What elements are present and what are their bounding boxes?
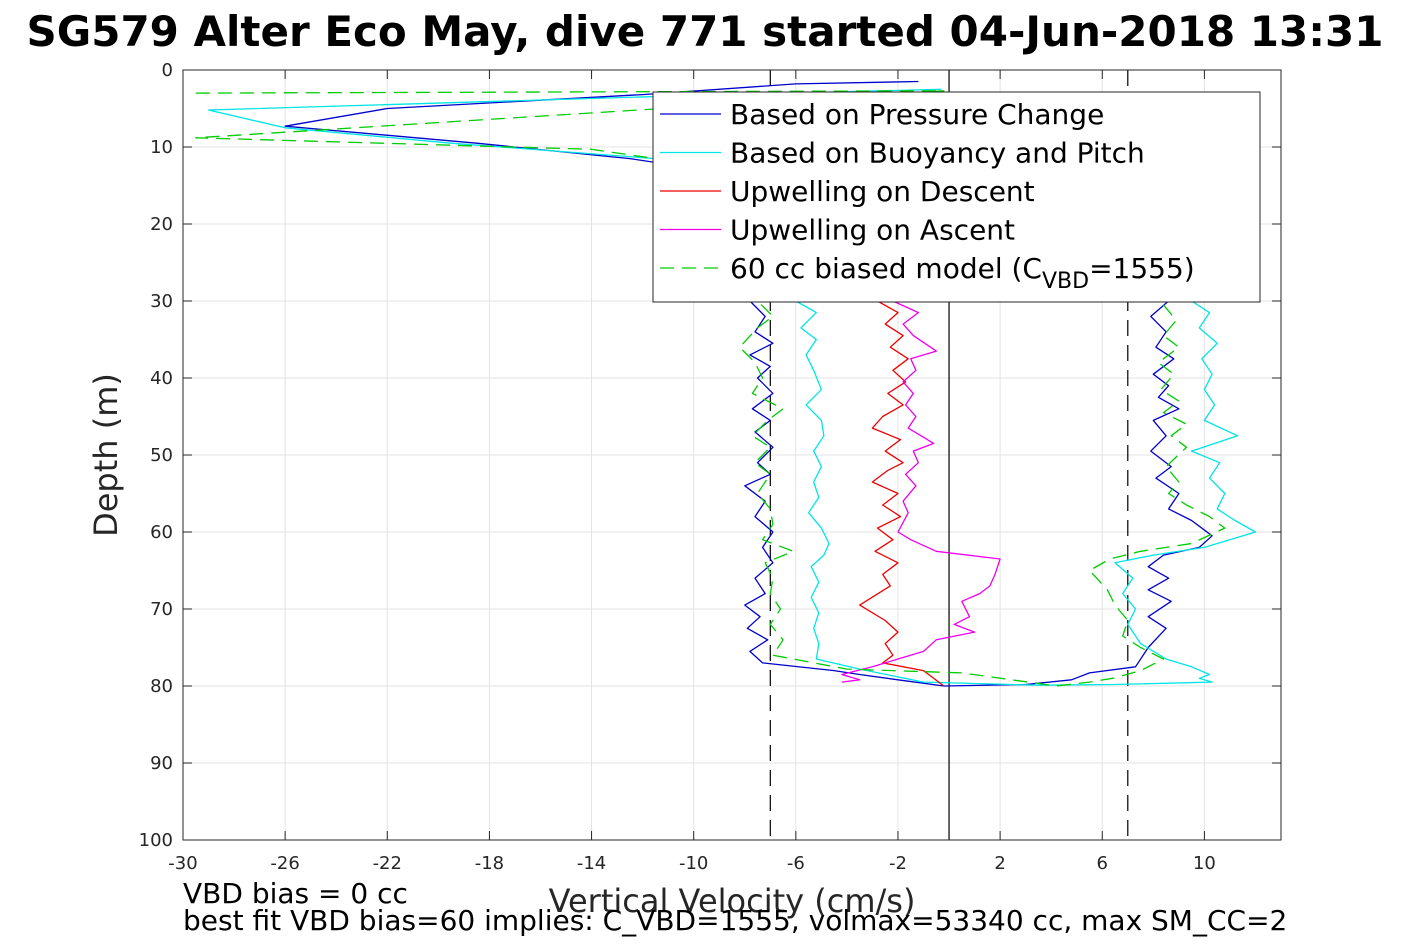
legend-label-2: Upwelling on Descent: [730, 175, 1035, 208]
y-tick-label: 60: [150, 522, 173, 543]
legend-box: [652, 91, 1261, 303]
x-tick-label: 10: [1193, 853, 1216, 874]
x-axis-ticks: -30 -26 -22 -18 -14 -10 -6 -2 2 6 10: [168, 70, 1216, 874]
x-tick-label: -14: [577, 853, 606, 874]
y-tick-label: 100: [139, 830, 173, 851]
x-tick-label: -30: [168, 853, 197, 874]
y-axis-label: Depth (m): [87, 373, 125, 537]
x-axis-label: Vertical Velocity (cm/s): [549, 882, 916, 920]
legend-label-3: Upwelling on Ascent: [730, 214, 1015, 247]
legend-label-4: 60 cc biased model (CVBD=1555): [730, 252, 1195, 294]
x-tick-label: -18: [475, 853, 504, 874]
series-line-0: [284, 80, 1213, 687]
y-tick-label: 70: [150, 599, 173, 620]
best-fit-note: best fit VBD bias=60 implies: C_VBD=1555…: [183, 904, 1287, 937]
x-tick-label: 2: [994, 853, 1005, 874]
y-tick-label: 90: [150, 753, 173, 774]
legend-label-1: Based on Buoyancy and Pitch: [730, 137, 1145, 170]
legend-label-0: Based on Pressure Change: [730, 98, 1104, 131]
x-tick-label: 6: [1097, 853, 1108, 874]
y-tick-label: 50: [150, 445, 173, 466]
y-tick-label: 30: [150, 291, 173, 312]
chart-title: SG579 Alter Eco May, dive 771 started 04…: [27, 7, 1384, 56]
legend-items: Based on Pressure Change Based on Buoyanc…: [660, 98, 1195, 294]
x-tick-label: -10: [679, 853, 708, 874]
vbd-bias-note: VBD bias = 0 cc: [183, 877, 408, 910]
series-line-1: [207, 88, 1257, 686]
y-axis-ticks: 0 10 20 30 40 50 60 70 80 90 100: [139, 60, 1281, 851]
x-tick-label: -6: [787, 853, 805, 874]
legend: Based on Pressure Change Based on Buoyanc…: [652, 91, 1261, 303]
series-line-4: [195, 90, 1226, 687]
y-tick-label: 40: [150, 368, 173, 389]
series-layer: [195, 80, 1257, 687]
x-tick-label: -22: [373, 853, 402, 874]
series-line-3: [841, 300, 1001, 683]
x-tick-label: -26: [270, 853, 299, 874]
y-tick-label: 10: [150, 137, 173, 158]
y-tick-label: 80: [150, 676, 173, 697]
x-tick-label: -2: [889, 853, 907, 874]
y-tick-label: 0: [162, 60, 173, 81]
series-line-2: [859, 300, 945, 687]
y-tick-label: 20: [150, 214, 173, 235]
